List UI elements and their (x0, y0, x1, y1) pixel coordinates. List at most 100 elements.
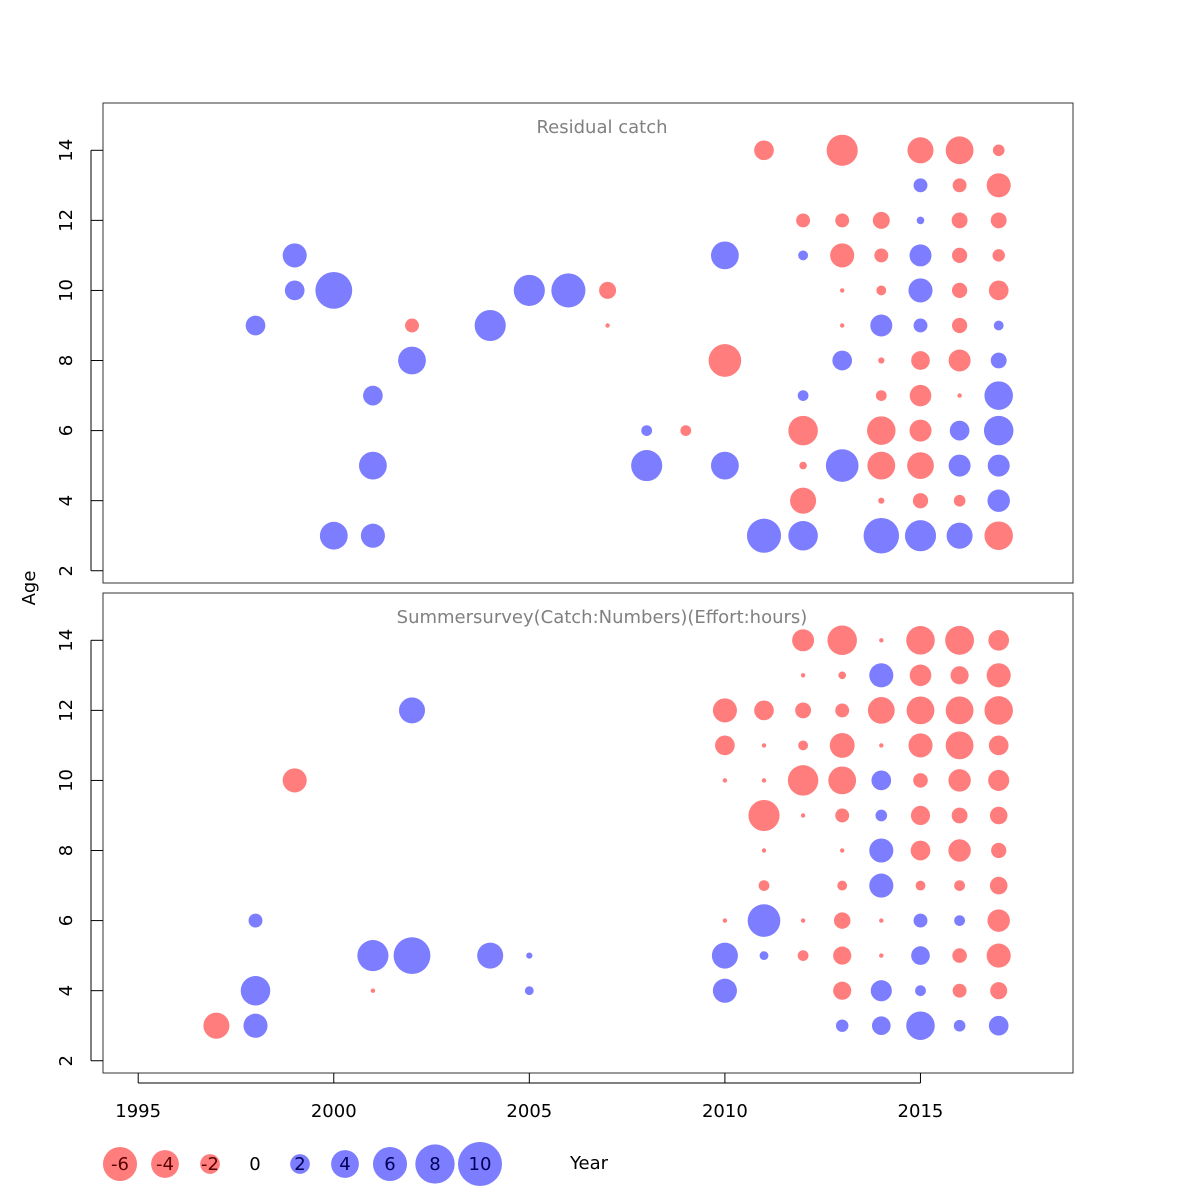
positive-residual-bubble (871, 1016, 891, 1036)
positive-residual-bubble (710, 451, 739, 480)
positive-residual-bubble (282, 243, 307, 268)
positive-residual-bubble (319, 521, 348, 550)
positive-residual-bubble (869, 838, 894, 863)
negative-residual-bubble (708, 344, 742, 377)
negative-residual-bubble (991, 842, 1007, 859)
negative-residual-bubble (986, 173, 1011, 198)
negative-residual-bubble (761, 778, 767, 783)
negative-residual-bubble (952, 983, 967, 998)
negative-residual-bubble (988, 629, 1010, 651)
positive-residual-bubble (869, 873, 894, 898)
legend-bubble (415, 1144, 455, 1184)
negative-residual-bubble (722, 778, 728, 783)
positive-residual-bubble (990, 352, 1007, 369)
positive-residual-bubble (984, 381, 1013, 410)
negative-residual-bubble (712, 698, 737, 723)
legend-bubble (151, 1150, 179, 1178)
negative-residual-bubble (840, 288, 845, 293)
negative-residual-bubble (787, 765, 819, 796)
negative-residual-bubble (915, 880, 926, 891)
positive-residual-bubble (746, 518, 782, 553)
negative-residual-bubble (906, 626, 935, 655)
negative-residual-bubble (945, 136, 974, 165)
negative-residual-bubble (909, 419, 932, 442)
positive-residual-bubble (825, 449, 859, 482)
negative-residual-bubble (988, 769, 1010, 791)
panel-residual-catch: Residual catch 2 4 6 8 10 12 14 (56, 102, 1074, 584)
negative-residual-bubble (957, 393, 962, 398)
positive-residual-bubble (869, 663, 894, 688)
legend-bubble (458, 1142, 502, 1186)
positive-residual-bubble (949, 420, 970, 441)
y-tick-label: 4 (56, 495, 77, 506)
positive-residual-bubble (712, 978, 737, 1003)
panel-frame (102, 102, 1074, 584)
legend-bubble (331, 1150, 359, 1178)
negative-residual-bubble (984, 521, 1013, 550)
positive-residual-bubble (871, 770, 892, 791)
negative-residual-bubble (840, 323, 845, 328)
negative-residual-bubble (797, 950, 809, 961)
y-tick-label: 4 (56, 985, 77, 996)
legend-label: 10 (469, 1154, 492, 1175)
negative-residual-bubble (799, 461, 807, 470)
x-tick-label: 1995 (115, 1101, 161, 1122)
positive-residual-bubble (835, 1019, 849, 1032)
positive-residual-bubble (526, 952, 533, 959)
positive-residual-bubble (759, 951, 769, 960)
positive-residual-bubble (797, 390, 809, 401)
x-tick-label: 2000 (311, 1101, 357, 1122)
negative-residual-bubble (754, 140, 774, 161)
negative-residual-bubble (945, 696, 974, 725)
positive-residual-bubble (315, 271, 353, 309)
positive-residual-bubble (908, 278, 933, 303)
y-tick-label: 6 (56, 915, 77, 926)
negative-residual-bubble (370, 988, 376, 993)
y-tick-label: 10 (56, 769, 77, 792)
bubble-layer (245, 134, 1014, 554)
positive-residual-bubble (358, 451, 387, 480)
positive-residual-bubble (245, 315, 266, 336)
y-tick-label: 14 (56, 629, 77, 652)
y-tick-label: 8 (56, 355, 77, 366)
y-axis: 2 4 6 8 10 12 14 (56, 629, 103, 1066)
negative-residual-bubble (715, 735, 735, 756)
negative-residual-bubble (987, 909, 1010, 932)
positive-residual-bubble (477, 942, 504, 969)
legend-bubble (290, 1154, 310, 1174)
negative-residual-bubble (203, 1012, 230, 1039)
negative-residual-bubble (907, 137, 934, 164)
positive-residual-bubble (863, 517, 900, 554)
positive-residual-bubble (870, 980, 892, 1002)
y-tick-label: 2 (56, 565, 77, 576)
negative-residual-bubble (800, 813, 806, 818)
negative-residual-bubble (990, 982, 1008, 1000)
positive-residual-bubble (474, 309, 506, 342)
negative-residual-bubble (795, 702, 812, 719)
negative-residual-bubble (867, 697, 895, 724)
y-tick-label: 6 (56, 425, 77, 436)
negative-residual-bubble (830, 243, 855, 268)
negative-residual-bubble (913, 773, 928, 788)
legend-label: 0 (249, 1154, 260, 1175)
negative-residual-bubble (910, 840, 931, 861)
negative-residual-bubble (911, 351, 930, 370)
negative-residual-bubble (867, 451, 896, 480)
negative-residual-bubble (605, 323, 610, 328)
positive-residual-bubble (832, 350, 853, 371)
negative-residual-bubble (876, 285, 887, 296)
negative-residual-bubble (906, 696, 935, 725)
positive-residual-bubble (913, 178, 928, 193)
negative-residual-bubble (837, 880, 848, 891)
negative-residual-bubble (599, 281, 617, 299)
legend-bubble (200, 1154, 220, 1174)
positive-residual-bubble (875, 809, 888, 822)
positive-residual-bubble (904, 520, 937, 552)
positive-residual-bubble (631, 450, 663, 482)
positive-residual-bubble (240, 975, 271, 1006)
negative-residual-bubble (878, 357, 885, 364)
negative-residual-bubble (788, 415, 818, 446)
negative-residual-bubble (992, 144, 1005, 157)
